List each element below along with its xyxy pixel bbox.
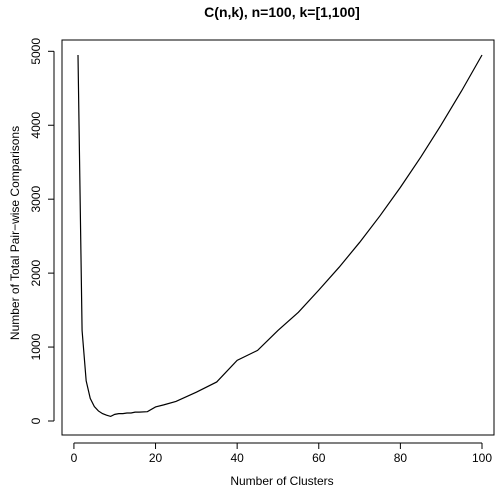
x-axis-label: Number of Clusters bbox=[230, 474, 333, 488]
x-tick-label: 100 bbox=[472, 451, 492, 465]
y-axis-label: Number of Total Pair−wise Comparisons bbox=[8, 126, 22, 340]
x-tick-label: 60 bbox=[312, 451, 326, 465]
y-tick-label: 1000 bbox=[29, 333, 43, 360]
x-tick-label: 0 bbox=[71, 451, 78, 465]
x-tick-label: 80 bbox=[394, 451, 408, 465]
chart-title: C(n,k), n=100, k=[1,100] bbox=[204, 4, 360, 20]
plot-frame bbox=[61, 39, 495, 436]
y-tick-label: 0 bbox=[29, 417, 43, 424]
y-axis: 0 1000 2000 3000 4000 5000 bbox=[29, 38, 55, 424]
y-tick-label: 2000 bbox=[29, 259, 43, 286]
y-tick-label: 3000 bbox=[29, 186, 43, 213]
x-tick-label: 40 bbox=[230, 451, 244, 465]
y-tick-label: 5000 bbox=[29, 38, 43, 65]
x-axis: 0 20 40 60 80 100 bbox=[71, 442, 492, 465]
series-line bbox=[77, 54, 483, 418]
y-tick-label: 4000 bbox=[29, 112, 43, 139]
x-tick-label: 20 bbox=[149, 451, 163, 465]
